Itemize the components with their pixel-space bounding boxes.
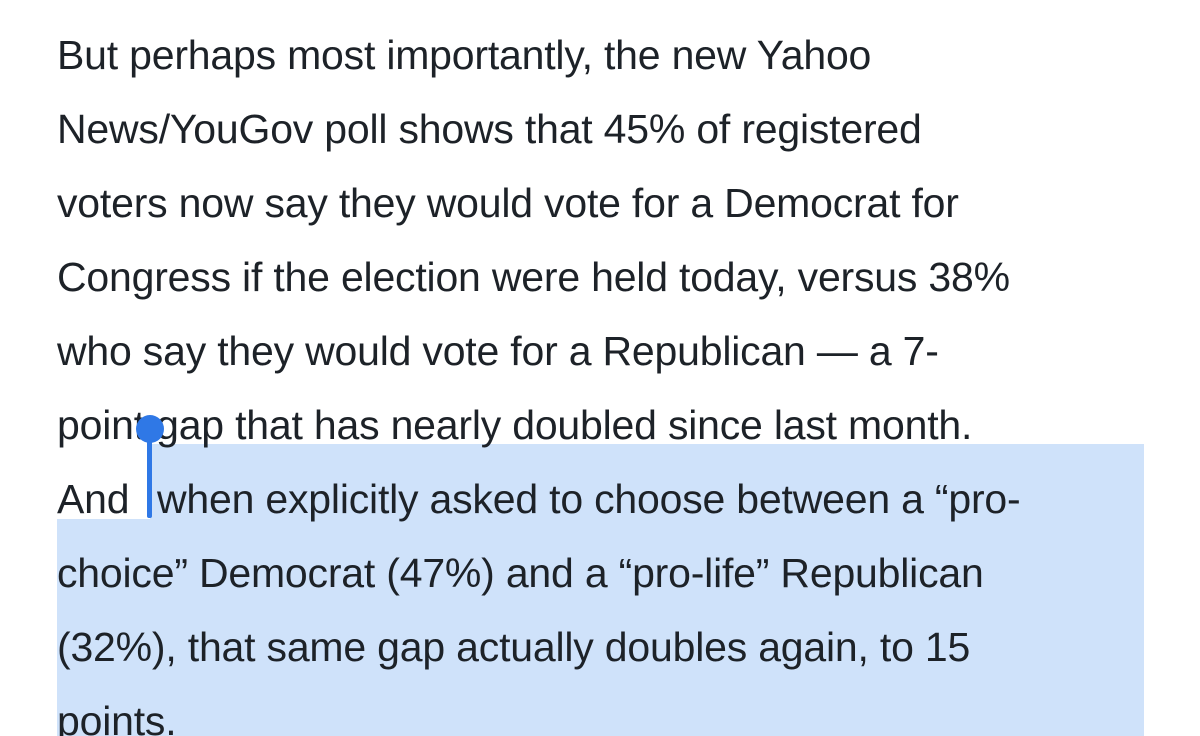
- text-selection-highlight: [57, 519, 1144, 736]
- paragraph-line: who say they would vote for a Republican…: [57, 328, 939, 374]
- text-selection-highlight: [150, 444, 1144, 519]
- paragraph-line-selected[interactable]: when explicitly asked to choose between …: [157, 476, 1021, 522]
- paragraph-line-selected[interactable]: choice” Democrat (47%) and a “pro-life” …: [57, 550, 984, 596]
- paragraph-line: Congress if the election were held today…: [57, 254, 1010, 300]
- paragraph-line: News/YouGov poll shows that 45% of regis…: [57, 106, 922, 152]
- paragraph-line: But perhaps most importantly, the new Ya…: [57, 32, 872, 78]
- selection-handle-knob-icon[interactable]: [136, 415, 164, 443]
- paragraph-line-unselected: And: [57, 476, 130, 522]
- paragraph-line-selected[interactable]: points.: [57, 698, 177, 736]
- paragraph-line: voters now say they would vote for a Dem…: [57, 180, 959, 226]
- selection-start-handle[interactable]: [147, 430, 152, 518]
- paragraph-line-selected[interactable]: (32%), that same gap actually doubles ag…: [57, 624, 971, 670]
- paragraph-line: point gap that has nearly doubled since …: [57, 402, 973, 448]
